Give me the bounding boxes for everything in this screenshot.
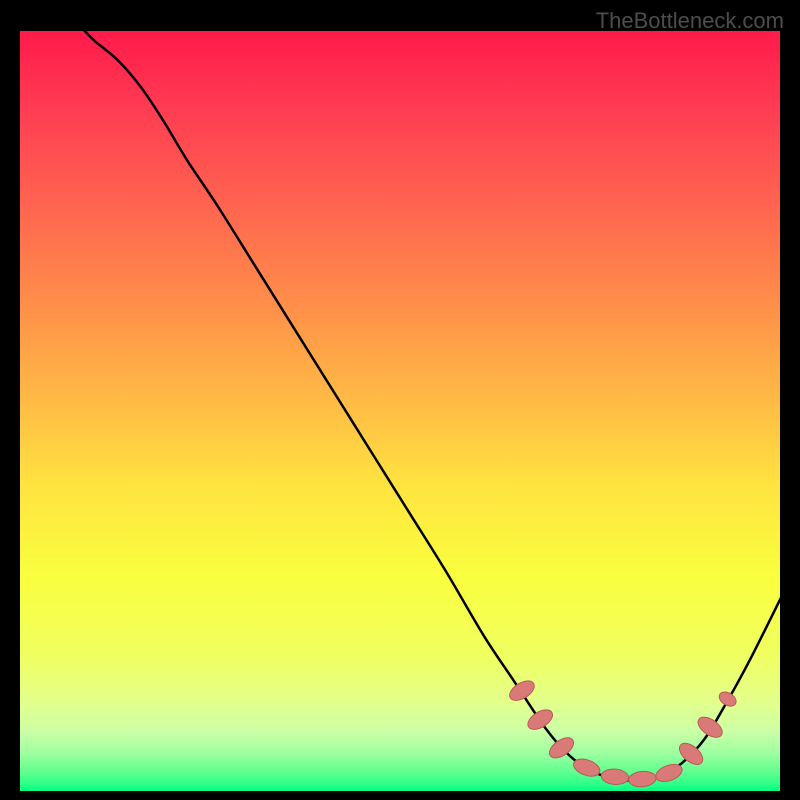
watermark-text: TheBottleneck.com: [596, 8, 784, 34]
plot-background: [19, 30, 781, 792]
chart-svg: [0, 0, 800, 800]
figure-root: TheBottleneck.com: [0, 0, 800, 800]
